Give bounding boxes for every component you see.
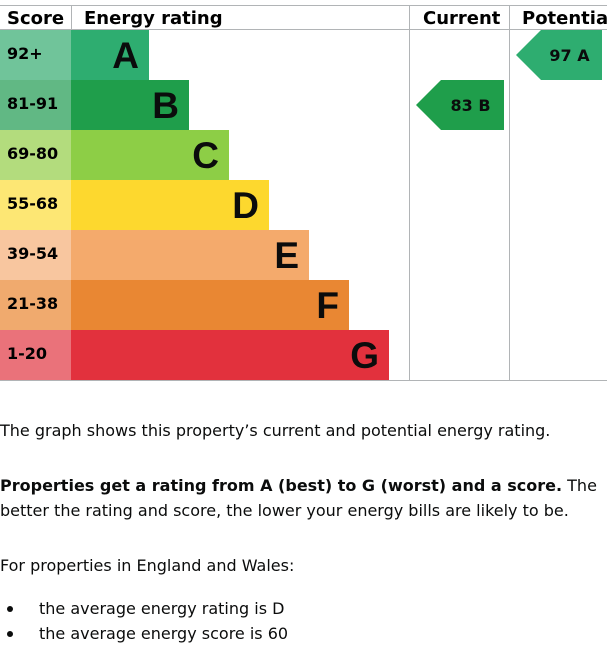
rating-explanation-bold: Properties get a rating from A (best) to… bbox=[0, 476, 563, 495]
score-cell bbox=[0, 80, 71, 130]
rating-bar-a bbox=[71, 30, 149, 80]
score-range-label: 39-54 bbox=[7, 244, 58, 263]
rating-bar-g bbox=[71, 330, 389, 380]
band-f: 21-38 F bbox=[0, 280, 349, 330]
rating-letter: C bbox=[192, 135, 219, 176]
rating-bar-f bbox=[71, 280, 349, 330]
score-cell bbox=[0, 280, 71, 330]
rating-letter: A bbox=[112, 35, 139, 76]
rating-bar-b bbox=[71, 80, 189, 130]
rating-letter: D bbox=[232, 185, 259, 226]
score-range-label: 81-91 bbox=[7, 94, 58, 113]
list-item: the average energy rating is D bbox=[0, 596, 288, 621]
band-c: 69-80 C bbox=[0, 130, 229, 180]
score-cell bbox=[0, 180, 71, 230]
band-e: 39-54 E bbox=[0, 230, 309, 280]
band-a: 92+ A bbox=[0, 30, 149, 80]
chart-header: Score Energy rating Current Potential bbox=[7, 8, 607, 29]
band-g: 1-20 G bbox=[0, 330, 389, 380]
rating-letter: E bbox=[274, 235, 299, 276]
header-score: Score bbox=[7, 8, 64, 29]
rating-letter: B bbox=[152, 85, 179, 126]
rating-bands: 92+ A 81-91 B 69-80 C 55-68 D 39-54 E 21-38 F 1-20 G bbox=[0, 30, 389, 380]
rating-bar-d bbox=[71, 180, 269, 230]
potential-rating-tag-arrow bbox=[516, 30, 602, 80]
band-b: 81-91 B bbox=[0, 80, 189, 130]
energy-rating-chart: Score Energy rating Current Potential 92… bbox=[0, 5, 607, 381]
rating-tags: 83 B 97 A bbox=[416, 30, 602, 130]
header-energy-rating: Energy rating bbox=[84, 8, 223, 29]
score-range-label: 69-80 bbox=[7, 144, 58, 163]
score-range-label: 92+ bbox=[7, 44, 43, 63]
score-range-label: 21-38 bbox=[7, 294, 58, 313]
header-potential: Potential bbox=[522, 8, 607, 29]
list-item: the average energy score is 60 bbox=[0, 621, 288, 646]
rating-letter: G bbox=[350, 335, 379, 376]
region-text: For properties in England and Wales: bbox=[0, 556, 295, 575]
score-range-label: 1-20 bbox=[7, 344, 47, 363]
chart-grid bbox=[0, 5, 607, 381]
rating-letter: F bbox=[316, 285, 339, 326]
header-current: Current bbox=[423, 8, 501, 29]
intro-text: The graph shows this property’s current … bbox=[0, 421, 551, 440]
rating-explanation-rest: The better the rating and score, the low… bbox=[0, 476, 597, 520]
rating-bar-e bbox=[71, 230, 309, 280]
potential-rating-tag: 97 A bbox=[516, 30, 602, 80]
current-rating-tag-label: 83 B bbox=[450, 96, 490, 115]
current-rating-tag: 83 B bbox=[416, 80, 504, 130]
score-cell bbox=[0, 230, 71, 280]
score-range-label: 55-68 bbox=[7, 194, 58, 213]
rating-bar-c bbox=[71, 130, 229, 180]
score-cell bbox=[0, 330, 71, 380]
band-d: 55-68 D bbox=[0, 180, 269, 230]
potential-rating-tag-label: 97 A bbox=[549, 46, 590, 65]
score-cell bbox=[0, 30, 71, 80]
rating-explanation: Properties get a rating from A (best) to… bbox=[0, 473, 607, 523]
averages-list: the average energy rating is D the avera… bbox=[0, 596, 288, 646]
current-rating-tag-arrow bbox=[416, 80, 504, 130]
score-cell bbox=[0, 130, 71, 180]
